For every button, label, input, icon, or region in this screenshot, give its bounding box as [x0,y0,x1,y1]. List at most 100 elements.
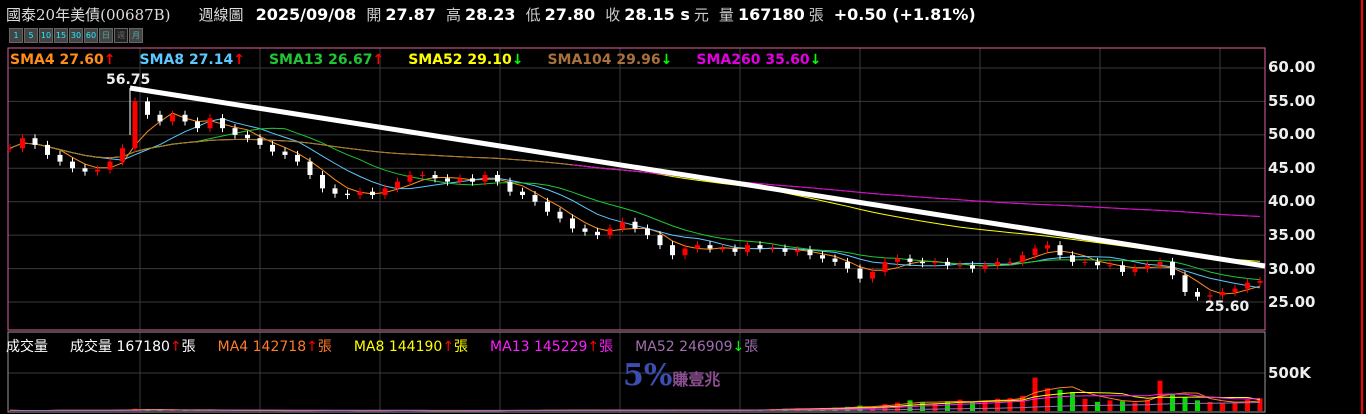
period-button[interactable]: 60 [84,28,98,43]
open-label: 開 [366,6,382,24]
candle-body [157,114,163,122]
candle-body [1107,265,1113,267]
y-tick: 45.00 [1268,159,1316,177]
volume-unit: 張 [808,6,824,24]
volume-bar [182,410,188,411]
volume-legend-item: MA52 246909↓張 [635,336,758,356]
candle-body [920,261,925,264]
candle-body [145,101,150,115]
candle-body [257,138,263,145]
period-button[interactable]: 5 [24,28,38,43]
legend-label: MA13 145229 [490,339,588,355]
period-button[interactable]: 月 [129,28,143,43]
volume-bar [1195,400,1200,411]
volume-label: 量 [718,6,734,24]
arrow-up-icon: ↑ [306,339,318,355]
high-value: 28.23 [464,5,516,24]
candle-body [870,271,875,279]
candle-body [520,191,525,196]
low-value: 27.80 [544,5,596,24]
y-tick: 35.00 [1268,226,1316,244]
period-button[interactable]: 30 [69,28,83,43]
volume-bar [1132,402,1138,411]
legend-label: 成交量 167180 [70,339,170,355]
volume-bar [1020,395,1025,411]
candle-body [320,174,325,189]
y-tick: 25.00 [1268,293,1316,311]
candle-body [82,168,88,172]
candle-body [895,258,900,262]
candle-body [182,114,188,122]
candle-body [982,265,988,269]
candle-body [120,148,125,162]
candle-body [1207,295,1213,297]
volume-bar [945,401,950,411]
y-tick: 40.00 [1268,192,1316,210]
candle-body [1195,291,1200,297]
candle-body [907,258,913,262]
unit-label: 張 [744,339,759,355]
candle-body [732,248,738,252]
candle-body [1095,261,1100,266]
period-button[interactable]: 10 [39,28,53,43]
volume-bar [1145,399,1150,411]
volume-bar [1170,394,1175,411]
candle-body [270,144,275,152]
high-annotation: 56.75 [106,72,151,88]
date: 2025/09/08 [255,5,357,24]
candle-body [395,181,400,189]
legend-item: SMA52 29.10↓ [408,52,523,68]
volume-panel-border [7,331,1266,413]
change-value: +0.50 (+1.81%) [833,5,976,24]
candle-body [232,128,238,135]
candle-body [45,144,50,155]
legend-item: SMA13 26.67↑ [269,52,384,68]
volume-bar [1182,397,1188,411]
arrow-down-icon: ↓ [809,52,822,68]
arrow-down-icon: ↓ [660,52,673,68]
volume-bar [170,410,175,411]
candle-body [632,221,638,229]
candle-body [532,195,538,202]
candle-body [1257,280,1263,283]
candle-body [1220,291,1225,296]
candle-body [7,148,13,150]
candle-body [545,201,550,212]
watermark-small: 賺壹兆 [672,370,721,389]
unit-label: 張 [454,339,469,355]
candle-body [470,178,475,182]
watermark-logo: 5%賺壹兆 [623,358,720,393]
volume-bar [1095,401,1100,411]
legend-label: SMA4 27.60 [10,52,104,68]
sma-line-52 [9,138,1261,262]
high-label: 高 [445,6,461,24]
candle-body [132,101,138,149]
volume-legend-item: MA4 142718↑張 [218,336,332,356]
candle-body [770,248,775,250]
y-tick: 60.00 [1268,58,1316,76]
price-panel-border [7,47,1266,331]
candle-body [645,228,650,236]
period-button[interactable]: 15 [54,28,68,43]
period-label: 週線圖 [198,6,244,24]
candle-body [932,261,938,264]
period-button[interactable]: 1 [9,28,23,43]
candle-body [845,261,850,269]
volume-legend-item: 成交量 167180↑張 [70,336,196,356]
volume-bar [1245,399,1250,411]
candle-body [670,245,675,256]
legend-label: SMA52 29.10 [408,52,512,68]
legend-label: MA4 142718 [217,339,307,355]
trend-line [129,85,1266,269]
candle-body [245,134,250,139]
low-annotation: 25.60 [1205,299,1250,315]
volume-bar [982,400,988,411]
candle-body [1007,261,1013,263]
period-button[interactable]: 週 [114,28,128,43]
period-button[interactable]: 日 [99,28,113,43]
y-tick: 30.00 [1268,260,1316,278]
candle-body [1032,248,1038,256]
candle-body [507,181,513,192]
candle-body [707,245,713,249]
